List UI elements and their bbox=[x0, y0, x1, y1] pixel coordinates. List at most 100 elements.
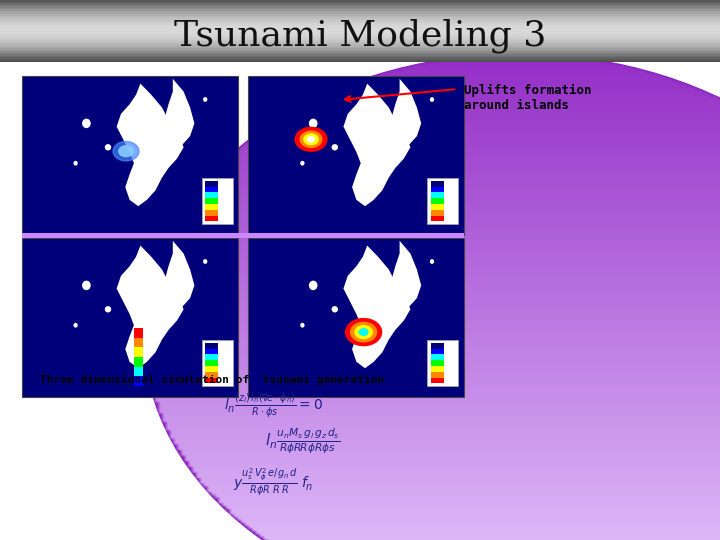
Bar bbox=[205, 360, 218, 366]
Text: $\mathit{l_n\frac{(z_l)\,l_n(\nabla\!e\cdot\phi_n)}{R\cdot\phi s}=0}$: $\mathit{l_n\frac{(z_l)\,l_n(\nabla\!e\c… bbox=[224, 392, 323, 420]
Circle shape bbox=[154, 62, 720, 540]
Bar bbox=[431, 354, 444, 360]
Circle shape bbox=[158, 65, 720, 540]
Circle shape bbox=[145, 55, 720, 540]
Circle shape bbox=[188, 87, 720, 540]
Bar bbox=[134, 347, 143, 357]
Bar bbox=[0, 17, 720, 18]
Circle shape bbox=[196, 93, 720, 540]
Ellipse shape bbox=[82, 119, 91, 128]
Circle shape bbox=[166, 70, 720, 540]
Circle shape bbox=[304, 134, 318, 145]
Bar bbox=[0, 14, 720, 16]
Circle shape bbox=[300, 131, 322, 147]
Bar bbox=[134, 338, 143, 347]
Bar bbox=[0, 2, 720, 3]
Circle shape bbox=[209, 103, 720, 540]
Bar bbox=[0, 26, 720, 28]
Circle shape bbox=[176, 78, 720, 540]
Circle shape bbox=[168, 72, 720, 540]
Bar bbox=[431, 366, 444, 372]
Bar bbox=[0, 30, 720, 31]
Circle shape bbox=[182, 83, 720, 540]
Circle shape bbox=[346, 319, 382, 346]
Circle shape bbox=[295, 127, 327, 151]
Bar bbox=[0, 25, 720, 26]
Circle shape bbox=[179, 80, 720, 540]
Circle shape bbox=[204, 99, 720, 540]
Bar bbox=[431, 192, 444, 198]
Circle shape bbox=[200, 96, 720, 540]
Bar bbox=[248, 76, 464, 235]
Bar bbox=[0, 40, 720, 42]
Bar bbox=[0, 42, 720, 44]
Ellipse shape bbox=[105, 306, 112, 313]
Bar bbox=[205, 187, 218, 192]
Bar bbox=[134, 376, 143, 386]
Text: $\mathit{l_n\frac{u_n M_s\,g_l\,g_z\,d_s}{R\phi R\!R\phi R\phi s}}$: $\mathit{l_n\frac{u_n M_s\,g_l\,g_z\,d_s… bbox=[265, 427, 340, 456]
Circle shape bbox=[170, 73, 720, 540]
Circle shape bbox=[199, 95, 720, 540]
Circle shape bbox=[192, 90, 720, 540]
Bar bbox=[431, 372, 444, 377]
Bar bbox=[134, 367, 143, 376]
Bar bbox=[205, 343, 218, 349]
Circle shape bbox=[355, 326, 372, 339]
Circle shape bbox=[150, 59, 720, 540]
Bar bbox=[0, 31, 720, 32]
Polygon shape bbox=[160, 79, 194, 152]
Bar bbox=[205, 366, 218, 372]
Bar bbox=[202, 178, 233, 224]
Bar bbox=[0, 8, 720, 9]
Bar bbox=[0, 39, 720, 40]
Ellipse shape bbox=[430, 97, 434, 102]
Ellipse shape bbox=[331, 306, 338, 313]
Bar bbox=[427, 178, 458, 224]
Bar bbox=[0, 18, 720, 20]
Circle shape bbox=[146, 56, 720, 540]
Circle shape bbox=[171, 74, 720, 540]
Circle shape bbox=[192, 90, 720, 540]
Circle shape bbox=[162, 68, 720, 540]
Bar bbox=[0, 3, 720, 5]
Bar bbox=[0, 34, 720, 36]
Circle shape bbox=[206, 100, 720, 540]
Circle shape bbox=[181, 82, 720, 540]
Circle shape bbox=[153, 60, 720, 540]
Bar bbox=[0, 0, 720, 2]
Bar bbox=[248, 238, 464, 397]
Ellipse shape bbox=[331, 144, 338, 151]
Text: Uplifts formation
around islands: Uplifts formation around islands bbox=[464, 84, 592, 112]
Bar bbox=[431, 377, 444, 383]
Bar bbox=[0, 16, 720, 17]
Bar bbox=[205, 354, 218, 360]
Bar bbox=[0, 9, 720, 11]
Ellipse shape bbox=[430, 259, 434, 264]
Bar bbox=[431, 198, 444, 204]
Circle shape bbox=[204, 99, 720, 540]
Circle shape bbox=[148, 57, 720, 540]
Circle shape bbox=[161, 66, 720, 540]
Polygon shape bbox=[160, 241, 194, 314]
Bar bbox=[22, 76, 238, 235]
Bar bbox=[427, 340, 458, 386]
Bar bbox=[0, 20, 720, 22]
Bar bbox=[0, 56, 720, 57]
Circle shape bbox=[174, 76, 720, 540]
Ellipse shape bbox=[309, 281, 318, 290]
Circle shape bbox=[207, 101, 720, 540]
Polygon shape bbox=[117, 84, 184, 206]
Circle shape bbox=[174, 77, 720, 540]
Circle shape bbox=[156, 63, 720, 540]
Ellipse shape bbox=[105, 144, 112, 151]
Bar bbox=[22, 238, 238, 397]
Bar bbox=[0, 55, 720, 56]
Bar bbox=[0, 53, 720, 55]
Bar bbox=[205, 204, 218, 210]
Bar bbox=[0, 6, 720, 8]
Bar bbox=[205, 215, 218, 221]
Circle shape bbox=[160, 66, 720, 540]
Bar bbox=[205, 372, 218, 377]
Bar bbox=[0, 12, 720, 14]
Bar bbox=[431, 204, 444, 210]
